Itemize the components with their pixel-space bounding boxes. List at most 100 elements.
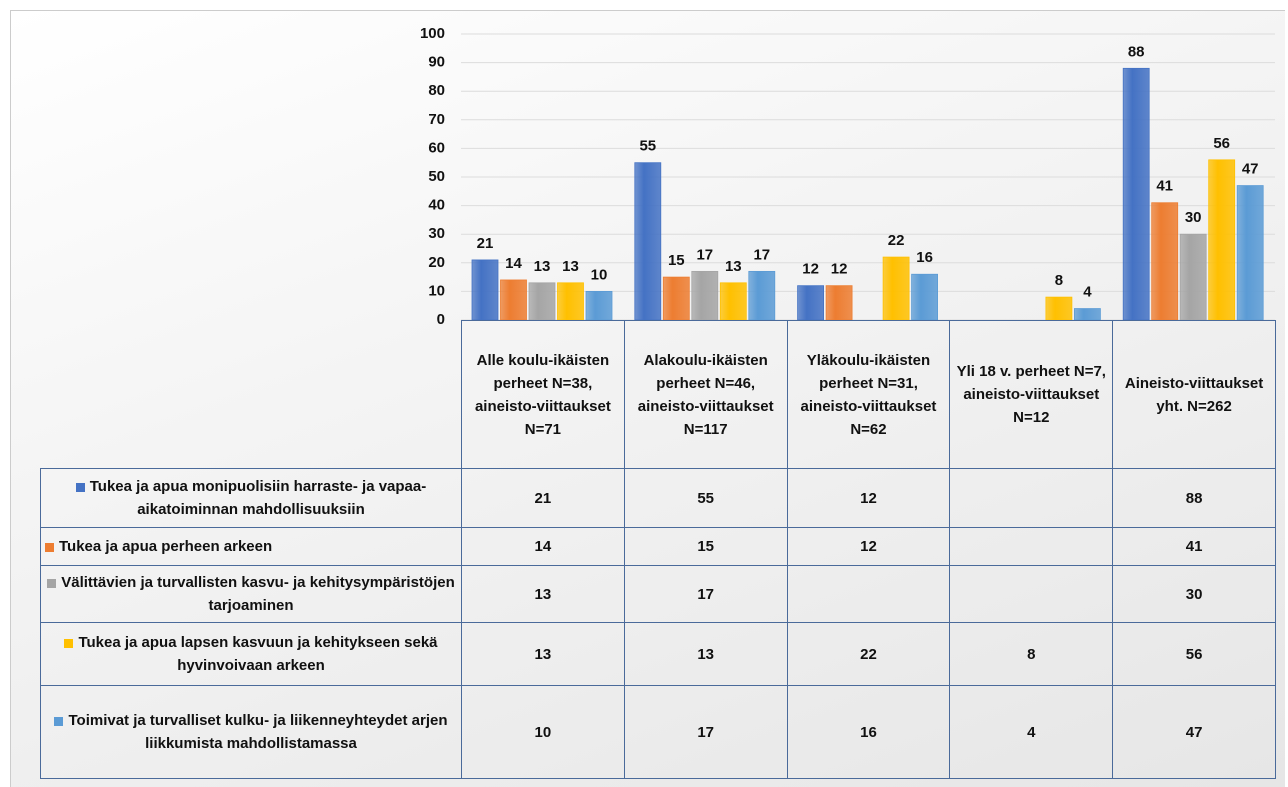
data-label: 13	[534, 258, 551, 275]
table-cell: 22	[786, 622, 951, 686]
legend-entry: Toimivat ja turvalliset kulku- ja liiken…	[40, 685, 462, 779]
table-cell: 47	[1112, 685, 1276, 779]
data-label: 55	[639, 138, 656, 155]
legend-label: Tukea ja apua monipuolisiin harraste- ja…	[89, 478, 427, 518]
legend-swatch	[45, 542, 54, 552]
bar	[1179, 233, 1207, 321]
data-label: 10	[591, 266, 608, 283]
data-label: 13	[562, 258, 579, 275]
legend-content: Välittävien ja turvallisten kasvu- ja ke…	[45, 571, 457, 617]
y-tick-label: 90	[428, 54, 445, 71]
legend-entry: Tukea ja apua monipuolisiin harraste- ja…	[40, 468, 462, 528]
bar	[557, 282, 584, 321]
bar	[719, 282, 747, 321]
bar	[691, 270, 719, 321]
data-label: 88	[1128, 43, 1145, 60]
legend-swatch	[64, 638, 74, 648]
table-cell: 30	[1112, 565, 1276, 623]
y-tick-label: 40	[428, 197, 445, 214]
data-label: 12	[802, 261, 819, 278]
table-cell	[949, 468, 1114, 528]
table-cell: 15	[623, 527, 788, 566]
y-tick-label: 0	[437, 311, 445, 328]
data-label: 4	[1083, 284, 1092, 301]
legend-label: Toimivat ja turvalliset kulku- ja liiken…	[68, 712, 448, 752]
data-label: 8	[1055, 272, 1063, 289]
data-label: 12	[831, 261, 848, 278]
category-label: Alakoulu-ikäisten perheet N=46, aineisto…	[623, 320, 788, 469]
category-label: Yläkoulu-ikäisten perheet N=31, aineisto…	[786, 320, 951, 469]
y-tick-label: 100	[420, 25, 445, 42]
legend-label: Välittävien ja turvallisten kasvu- ja ke…	[61, 574, 455, 614]
data-label: 30	[1185, 209, 1202, 226]
bar	[1151, 202, 1179, 321]
bar	[797, 285, 824, 321]
legend-label: Tukea ja apua lapsen kasvuun ja kehityks…	[78, 634, 438, 674]
table-cell: 13	[461, 622, 625, 686]
table-cell: 8	[949, 622, 1114, 686]
legend-entry: Tukea ja apua lapsen kasvuun ja kehityks…	[40, 622, 462, 686]
legend-content: Toimivat ja turvalliset kulku- ja liiken…	[45, 709, 457, 755]
data-label: 13	[725, 258, 742, 275]
data-label: 21	[477, 235, 494, 252]
y-tick-label: 10	[428, 282, 445, 299]
bar	[471, 259, 499, 321]
table-cell: 14	[461, 527, 625, 566]
category-label: Alle koulu-ikäisten perheet N=38, aineis…	[461, 320, 625, 469]
table-cell: 55	[623, 468, 788, 528]
table-cell: 13	[461, 565, 625, 623]
table-cell: 21	[461, 468, 625, 528]
legend-label: Tukea ja apua perheen arkeen	[59, 538, 273, 555]
bar	[585, 290, 613, 321]
data-label: 56	[1213, 135, 1230, 152]
table-cell: 4	[949, 685, 1114, 779]
bar	[1236, 185, 1264, 321]
legend-swatch	[75, 482, 85, 492]
bar	[634, 162, 662, 321]
data-label: 15	[668, 252, 685, 269]
bar	[1045, 296, 1073, 321]
bar	[662, 276, 690, 321]
data-label: 22	[888, 232, 905, 249]
table-cell	[786, 565, 951, 623]
bar	[911, 273, 938, 321]
bar	[1074, 308, 1101, 321]
y-tick-label: 50	[428, 168, 445, 185]
legend-content: Tukea ja apua perheen arkeen	[45, 535, 272, 558]
legend-swatch	[47, 578, 57, 588]
y-tick-label: 60	[428, 139, 445, 156]
table-cell: 16	[786, 685, 951, 779]
y-tick-label: 20	[428, 254, 445, 271]
table-cell: 17	[623, 565, 788, 623]
legend-entry: Välittävien ja turvallisten kasvu- ja ke…	[40, 565, 462, 623]
bar	[1122, 67, 1150, 321]
table-cell: 12	[786, 468, 951, 528]
table-cell	[949, 527, 1114, 566]
bar	[528, 282, 556, 321]
table-cell: 13	[623, 622, 788, 686]
table-cell: 88	[1112, 468, 1276, 528]
data-label: 16	[916, 249, 933, 266]
data-label: 17	[696, 246, 713, 263]
legend-swatch	[54, 716, 64, 726]
table-cell	[949, 565, 1114, 623]
table-cell: 17	[623, 685, 788, 779]
data-label: 47	[1242, 161, 1259, 178]
table-cell: 56	[1112, 622, 1276, 686]
table-cell: 12	[786, 527, 951, 566]
legend-entry: Tukea ja apua perheen arkeen	[40, 527, 462, 566]
bar	[1208, 159, 1236, 321]
data-label: 14	[505, 255, 522, 272]
data-label: 17	[753, 246, 770, 263]
y-tick-label: 70	[428, 111, 445, 128]
category-label: Aineisto-viittaukset yht. N=262	[1112, 320, 1276, 469]
bar	[500, 279, 527, 321]
bar	[882, 256, 910, 321]
table-cell: 41	[1112, 527, 1276, 566]
y-tick-label: 80	[428, 82, 445, 99]
bar	[825, 285, 853, 321]
data-label: 41	[1156, 178, 1173, 195]
legend-content: Tukea ja apua lapsen kasvuun ja kehityks…	[45, 631, 457, 677]
